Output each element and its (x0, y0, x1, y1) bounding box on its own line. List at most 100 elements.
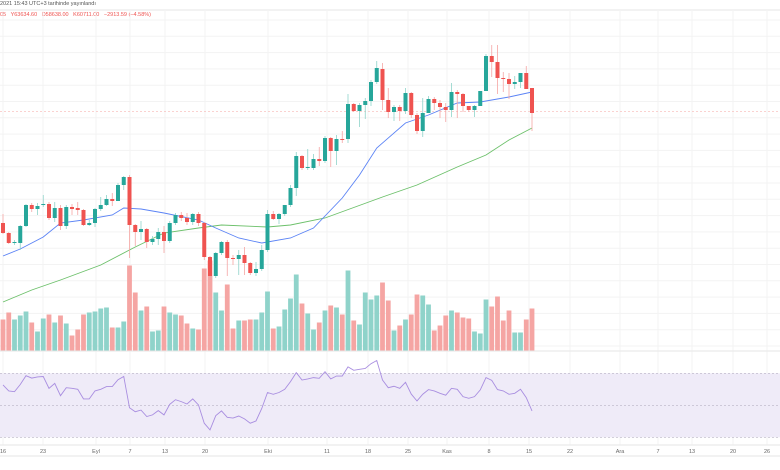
candle-body (311, 159, 316, 168)
candle-body (489, 56, 494, 62)
volume-bar (69, 335, 75, 351)
volume-bar (236, 320, 242, 351)
candle-body (334, 139, 339, 151)
x-tick-label: Eki (264, 449, 272, 455)
candle (29, 203, 34, 212)
volume-bar (339, 314, 345, 351)
volume-bar (334, 307, 339, 351)
candle (98, 197, 103, 211)
candle (87, 220, 92, 226)
volume-bar (98, 308, 104, 351)
volume-bar (167, 312, 173, 351)
volume-bar (161, 306, 167, 351)
candle (328, 137, 333, 167)
candle (208, 256, 212, 280)
candle (478, 91, 483, 106)
volume-bar (23, 311, 29, 351)
candle (167, 221, 172, 243)
candle-body (380, 69, 385, 100)
volume-bar (58, 315, 63, 351)
volume-bar (500, 320, 506, 351)
volume-bar (207, 260, 213, 351)
volume-bar (104, 307, 109, 351)
x-tick-label: 20 (730, 449, 736, 455)
volume-bar (293, 274, 299, 351)
candle-body (328, 138, 333, 151)
candle-body (64, 207, 69, 226)
candle (236, 250, 241, 275)
candle-body (24, 205, 28, 226)
candle (443, 103, 448, 122)
candle-body (518, 73, 523, 82)
time-axis: 16 23 Eyl 7 13 20 Eki 11 18 25 Kas 8 15 22 Ara 7 13 20 26 (0, 444, 780, 457)
candle (150, 236, 155, 245)
candle-body (288, 188, 293, 205)
candle-body (185, 218, 189, 222)
candle (501, 72, 506, 92)
candle-body (98, 205, 103, 209)
candle (179, 212, 184, 221)
volume-bar (403, 319, 408, 351)
volume-bar (472, 331, 477, 351)
volume-bar (81, 314, 86, 351)
candle (265, 210, 270, 252)
x-tick-label: 7 (656, 449, 659, 455)
candle (248, 262, 253, 275)
volume-bar (52, 322, 58, 351)
candle (139, 221, 143, 240)
candle (12, 240, 17, 245)
volume-bar (144, 306, 150, 351)
candle-body (213, 253, 218, 276)
candle (300, 155, 304, 170)
volume-bar (115, 327, 121, 351)
candle-body (282, 205, 287, 214)
candle-body (167, 223, 172, 241)
candle (219, 241, 224, 255)
candle-body (403, 93, 408, 111)
volume-bar (391, 330, 397, 351)
candle-body (455, 92, 460, 94)
candles (1, 45, 534, 280)
candle (24, 204, 28, 227)
candle-body (397, 107, 402, 111)
volume-bar (29, 322, 35, 351)
candle (374, 61, 379, 84)
candle (317, 147, 322, 166)
volume-bar (495, 296, 500, 351)
candle (484, 54, 488, 91)
candle (466, 106, 471, 112)
volume-bar (190, 328, 196, 351)
candle (397, 105, 402, 121)
volume-bar (17, 315, 23, 351)
volume-bar (132, 292, 138, 351)
candle (386, 88, 391, 118)
x-tick-label: 7 (128, 449, 131, 455)
candle (41, 195, 46, 207)
volume-bar (414, 294, 420, 351)
volume-bar (397, 325, 403, 351)
candle-body (254, 269, 258, 273)
candle (277, 213, 281, 224)
candle (380, 63, 385, 110)
candle-body (116, 185, 120, 201)
candle-body (530, 88, 534, 113)
volume-bar (345, 270, 351, 351)
candle-body (81, 210, 86, 225)
candle (173, 213, 178, 225)
candle (294, 152, 299, 196)
volume-bar (196, 329, 201, 351)
candle (64, 205, 69, 229)
candle-body (271, 214, 276, 219)
volume-bar (109, 327, 115, 351)
candle (213, 252, 218, 278)
candle (512, 76, 517, 89)
candle-body (70, 207, 74, 209)
candle (420, 98, 425, 137)
candle (305, 149, 310, 170)
candle (311, 154, 316, 170)
candle-body (484, 56, 488, 91)
volume-bar (454, 312, 460, 351)
candle (323, 136, 327, 163)
volume-bar (305, 313, 311, 351)
